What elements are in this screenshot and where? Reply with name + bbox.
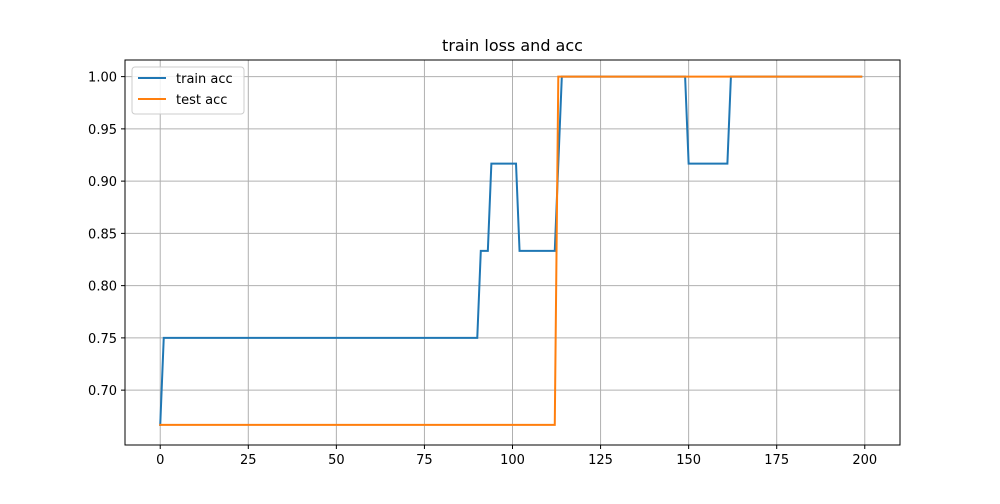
data-lines — [159, 75, 863, 426]
legend-label-test-acc: test acc — [176, 93, 227, 108]
grid — [125, 60, 900, 445]
x-tick-label: 75 — [416, 453, 433, 468]
chart-title: train loss and acc — [442, 36, 583, 55]
y-tick-label: 0.85 — [88, 227, 117, 242]
x-tick-label: 50 — [328, 453, 345, 468]
axis-ticks: 0 25 50 75 100 125 150 175 200 0.70 0.75 0.80 0.85 0.… — [88, 71, 877, 468]
x-tick-label: 200 — [852, 453, 877, 468]
x-tick-label: 150 — [676, 453, 701, 468]
x-tick-label: 125 — [588, 453, 613, 468]
x-tick-label: 0 — [156, 453, 164, 468]
y-tick-label: 1.00 — [88, 71, 117, 86]
y-tick-label: 0.95 — [88, 123, 117, 138]
x-tick-label: 100 — [500, 453, 525, 468]
legend: train acc test acc — [131, 66, 245, 115]
y-tick-label: 0.75 — [88, 332, 117, 347]
y-tick-label: 0.90 — [88, 175, 117, 190]
legend-label-train-acc: train acc — [176, 72, 233, 87]
x-tick-label: 175 — [764, 453, 789, 468]
x-tick-label: 25 — [240, 453, 257, 468]
series-line-test-acc — [159, 75, 863, 426]
y-tick-label: 0.80 — [88, 280, 117, 295]
series-line-train-acc — [159, 75, 863, 426]
y-tick-label: 0.70 — [88, 384, 117, 399]
